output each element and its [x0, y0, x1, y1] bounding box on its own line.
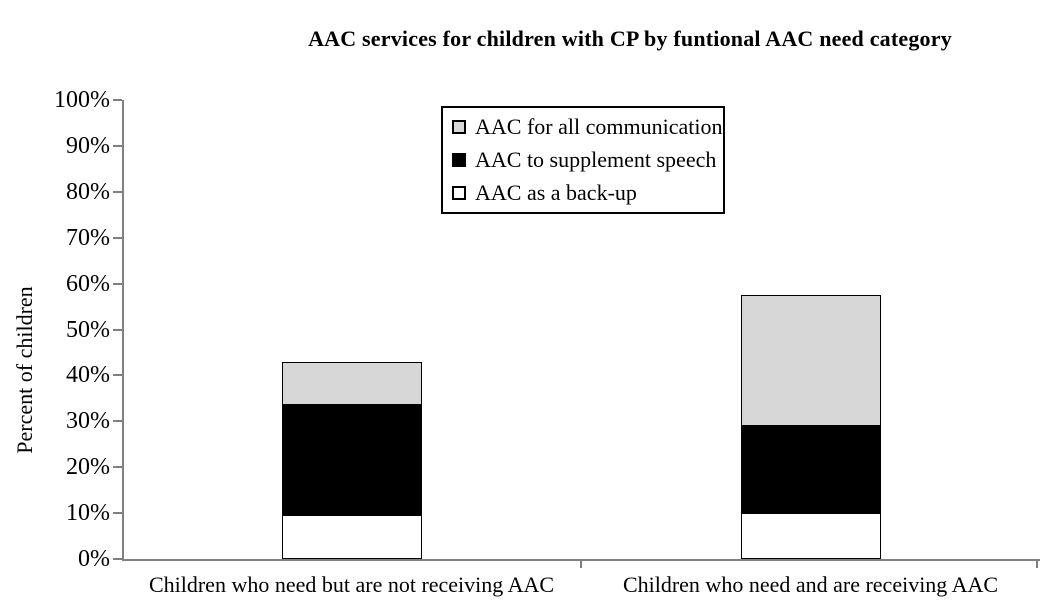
y-tick-label-0: 0%: [78, 546, 110, 572]
legend-label: AAC for all communication: [475, 114, 723, 140]
segment-aac-supplement-speech: [282, 405, 422, 516]
y-tick-mark: [113, 328, 122, 331]
y-tick-label-40: 40%: [66, 362, 110, 389]
segment-aac-all-communication: [282, 361, 422, 406]
legend-label: AAC to supplement speech: [475, 146, 717, 172]
legend-item-all-communication: AAC for all communication: [452, 114, 722, 140]
legend-marker-black-square: [452, 152, 466, 167]
bar-need-not-receiving: [282, 100, 422, 559]
segment-aac-supplement-speech: [741, 425, 881, 514]
y-tick-label-50: 50%: [66, 316, 110, 343]
y-axis-tick-labels: 0% 10% 20% 30% 40% 50% 60% 70% 80% 90% 1…: [0, 88, 110, 571]
x-category-label-not-receiving: Children who need but are not receiving …: [148, 572, 555, 597]
y-tick-label-70: 70%: [66, 224, 110, 251]
y-tick-mark: [113, 236, 122, 239]
y-tick-label-90: 90%: [66, 132, 110, 159]
y-tick-label-20: 20%: [66, 454, 110, 481]
y-tick-label-80: 80%: [66, 178, 110, 205]
x-axis-tick-mark: [580, 561, 582, 568]
y-tick-label-10: 10%: [66, 500, 110, 527]
y-axis-tick-marks: [113, 99, 122, 560]
bar-need-and-receiving: [741, 100, 881, 559]
y-tick-mark: [113, 374, 122, 377]
x-axis-tick-mark: [1036, 561, 1038, 568]
legend-item-backup: AAC as a back-up: [452, 180, 714, 206]
legend-marker-gray-square: [452, 120, 466, 135]
x-category-label-receiving: Children who need and are receiving AAC: [622, 572, 999, 597]
y-tick-mark: [113, 512, 122, 515]
y-tick-label-100: 100%: [54, 87, 110, 113]
y-tick-label-30: 30%: [66, 408, 110, 435]
y-tick-mark: [113, 420, 122, 423]
y-tick-mark: [113, 282, 122, 285]
chart-title: AAC services for children with CP by fun…: [308, 26, 952, 51]
y-tick-mark: [113, 466, 122, 469]
legend-item-supplement-speech: AAC to supplement speech: [452, 146, 717, 173]
segment-aac-backup: [282, 515, 422, 559]
legend: AAC for all communication AAC to supplem…: [441, 106, 725, 214]
y-tick-mark: [113, 144, 122, 147]
segment-aac-backup: [741, 513, 881, 559]
plot-area: AAC for all communication AAC to supplem…: [122, 100, 1040, 561]
y-tick-label-60: 60%: [66, 270, 110, 297]
y-tick-mark: [113, 99, 122, 101]
legend-marker-white-square: [452, 185, 466, 200]
y-tick-mark: [113, 558, 122, 560]
legend-label: AAC as a back-up: [475, 179, 637, 205]
segment-aac-all-communication: [741, 295, 881, 426]
y-tick-mark: [113, 190, 122, 193]
